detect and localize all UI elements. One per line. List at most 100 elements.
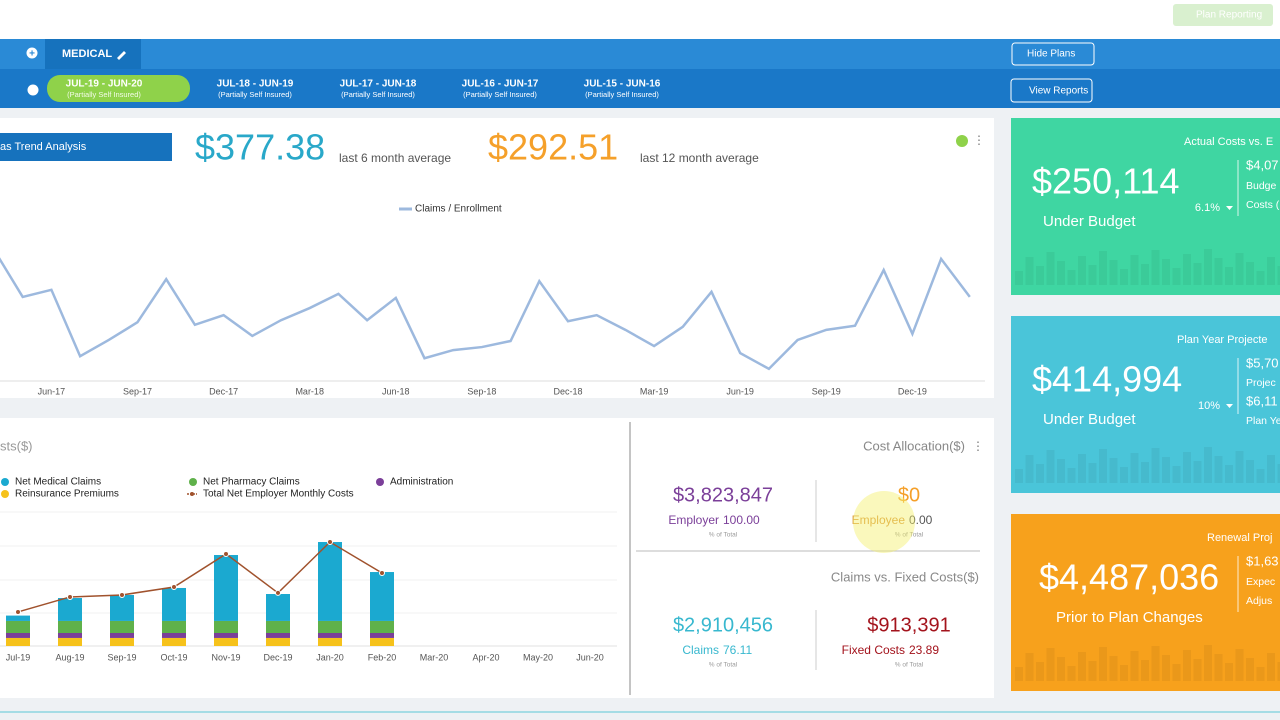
year-range[interactable]: JUL-15 - JUN-16 bbox=[584, 79, 661, 90]
active-year-pill[interactable] bbox=[47, 75, 190, 102]
card-status: Prior to Plan Changes bbox=[1056, 609, 1203, 626]
hide-plans-label: Hide Plans bbox=[1027, 49, 1075, 60]
claims-fixed-title: Claims vs. Fixed Costs($) bbox=[831, 569, 979, 584]
card-sparkbar bbox=[1088, 265, 1097, 285]
bar-segment bbox=[266, 620, 290, 634]
legend-swatch bbox=[1, 490, 9, 498]
bar-segment bbox=[110, 633, 134, 638]
card-change: 6.1% bbox=[1195, 202, 1220, 214]
card-sparkbar bbox=[1015, 271, 1023, 285]
x-tick-label: Mar-18 bbox=[295, 386, 324, 396]
card-sparkbar bbox=[1277, 266, 1280, 285]
costs-chart: Net Medical Claims Net Pharmacy Claims Adm… bbox=[1, 477, 604, 662]
trend-line bbox=[0, 256, 971, 371]
stat-pct: 23.89 bbox=[909, 643, 939, 657]
card-change: 10% bbox=[1198, 400, 1220, 412]
legend-label: Claims / Enrollment bbox=[415, 204, 502, 215]
stat-note: % of Total bbox=[709, 662, 738, 669]
card-amount: $414,994 bbox=[1032, 359, 1182, 400]
avg12-label: last 12 month average bbox=[640, 151, 759, 165]
bar-segment bbox=[162, 587, 186, 621]
card-sparkbar bbox=[1141, 660, 1149, 681]
x-tick-label: Sep-19 bbox=[107, 652, 136, 662]
bar-segment bbox=[6, 633, 30, 638]
bar-segment bbox=[110, 620, 134, 634]
card-sparkbar bbox=[1172, 664, 1181, 681]
card-sparkbar bbox=[1172, 268, 1181, 285]
card-sparkbar bbox=[1025, 455, 1034, 483]
bar-segment bbox=[370, 572, 394, 621]
avg6-value: $377.38 bbox=[195, 127, 325, 168]
summary-card bbox=[1011, 118, 1280, 295]
year-range[interactable]: JUL-19 - JUN-20 bbox=[66, 79, 143, 90]
bar-segment bbox=[318, 620, 342, 634]
bar-segment bbox=[6, 637, 30, 646]
stat-note: % of Total bbox=[709, 532, 738, 539]
card-sparkbar bbox=[1130, 255, 1139, 285]
card-sparkbar bbox=[1204, 447, 1212, 483]
down-arrow bbox=[1226, 404, 1233, 408]
card-status: Under Budget bbox=[1043, 213, 1136, 230]
x-tick-label: Nov-19 bbox=[211, 652, 240, 662]
year-range[interactable]: JUL-16 - JUN-17 bbox=[462, 79, 539, 90]
card-sparkbar bbox=[1141, 264, 1149, 285]
card-title: Plan Year Projecte bbox=[1177, 334, 1268, 346]
x-tick-label: Jun-19 bbox=[726, 386, 754, 396]
card-sparkbar bbox=[1088, 463, 1097, 483]
summary-card bbox=[1011, 316, 1280, 493]
down-arrow bbox=[1226, 206, 1233, 210]
plan-reporting-button[interactable] bbox=[1173, 4, 1273, 26]
card-sparkbar bbox=[1256, 469, 1265, 483]
x-tick-label: Apr-20 bbox=[472, 652, 499, 662]
x-tick-label: Jul-19 bbox=[6, 652, 31, 662]
card-sparkbar bbox=[1057, 657, 1065, 681]
view-reports-button[interactable] bbox=[1010, 78, 1093, 103]
card-title: Actual Costs vs. E bbox=[1184, 136, 1273, 148]
card-side-text: $1,63 bbox=[1246, 553, 1279, 568]
bar-segment bbox=[162, 620, 186, 634]
card-sparkbar bbox=[1235, 451, 1244, 483]
trend-card bbox=[0, 118, 994, 398]
card-sparkbar bbox=[1204, 249, 1212, 285]
card-sparkbar bbox=[1214, 654, 1223, 681]
card-sparkbar bbox=[1151, 250, 1160, 285]
total-point bbox=[171, 584, 177, 591]
card-sparkbar bbox=[1130, 453, 1139, 483]
card-sparkbar bbox=[1151, 448, 1160, 483]
export-icon[interactable] bbox=[956, 135, 968, 147]
legend-label: Net Medical Claims bbox=[15, 477, 101, 488]
trend-button[interactable] bbox=[0, 133, 172, 161]
card-sparkbar bbox=[1267, 455, 1275, 483]
card-side-text: $5,70 bbox=[1246, 355, 1279, 370]
card-side-text: $6,11 bbox=[1246, 393, 1278, 408]
card-sparkbar bbox=[1256, 667, 1265, 681]
card-sparkbar bbox=[1036, 464, 1044, 483]
plan-bar bbox=[0, 39, 1280, 69]
costs-card bbox=[0, 418, 994, 698]
hide-plans-button[interactable] bbox=[1011, 42, 1095, 66]
card-sparkbar bbox=[1267, 257, 1275, 285]
bar-segment bbox=[370, 620, 394, 634]
year-note: (Partially Self Insured) bbox=[585, 90, 659, 99]
menu-icon[interactable]: ⋮ bbox=[972, 439, 984, 453]
bar-segment bbox=[214, 555, 238, 621]
year-note: (Partially Self Insured) bbox=[218, 90, 292, 99]
card-side-text: Costs ( bbox=[1246, 199, 1280, 211]
year-range[interactable]: JUL-18 - JUN-19 bbox=[217, 79, 294, 90]
stat-pct: 0.00 bbox=[909, 513, 933, 527]
year-range[interactable]: JUL-17 - JUN-18 bbox=[340, 79, 417, 90]
stat-label: Claims bbox=[682, 643, 719, 657]
year-note: (Partially Self Insured) bbox=[67, 90, 141, 99]
menu-icon[interactable]: ⋮ bbox=[973, 133, 985, 147]
bar-segment bbox=[110, 637, 134, 646]
bar-segment bbox=[110, 594, 134, 621]
card-sparkbar bbox=[1246, 658, 1254, 681]
card-sparkbar bbox=[1193, 263, 1202, 285]
bar-segment bbox=[318, 633, 342, 638]
add-plan-icon[interactable] bbox=[26, 47, 38, 59]
add-year-icon[interactable] bbox=[27, 84, 39, 96]
stat-note: % of Total bbox=[895, 662, 924, 669]
card-status: Under Budget bbox=[1043, 411, 1136, 428]
card-sparkbar bbox=[1214, 456, 1223, 483]
edit-icon[interactable] bbox=[117, 51, 126, 60]
